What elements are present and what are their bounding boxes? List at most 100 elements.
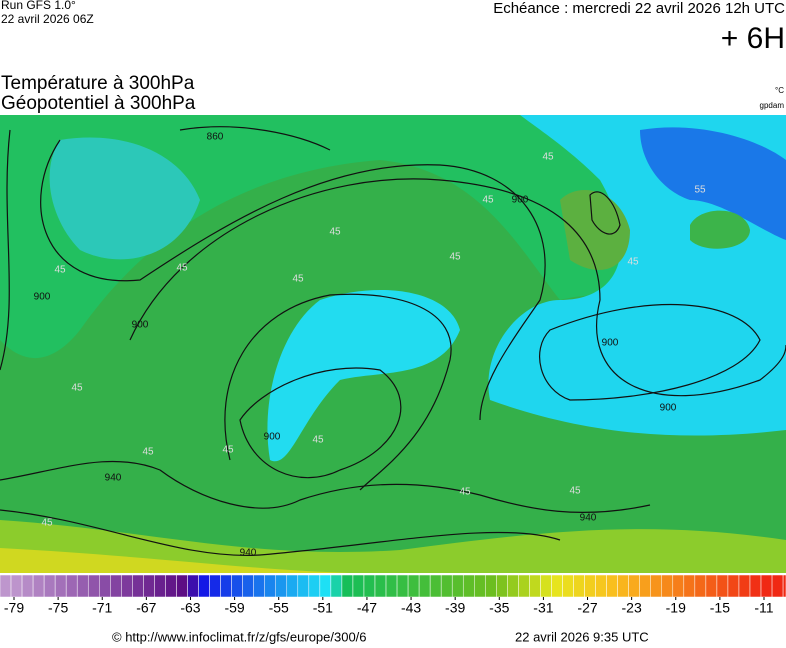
unit-temperature: °C: [775, 86, 784, 95]
colorbar-swatch: [462, 574, 475, 598]
colorbar-swatch: [407, 574, 420, 598]
colorbar-swatch: [286, 574, 299, 598]
colorbar-tick-label: -47: [357, 600, 377, 616]
isotherm-label: 45: [627, 257, 639, 268]
colorbar-swatch: [551, 574, 563, 598]
cold-core: [640, 127, 786, 240]
isotherm-label: 45: [176, 263, 188, 274]
isotherm-label: 45: [222, 445, 234, 456]
colorbar-swatch: [297, 574, 310, 598]
colorbar-tick-label: -51: [313, 600, 333, 616]
colorbar-swatch: [440, 574, 453, 598]
warm-field: [0, 548, 350, 573]
colorbar-swatch: [363, 574, 376, 598]
footer-date: 22 avril 2026 9:35 UTC: [515, 629, 649, 644]
warm-field: [0, 520, 786, 573]
title-geopotential: Géopotentiel à 300hPa: [1, 93, 196, 114]
map: 860 900 900 900 900 900 900 940 940 940 45 45 45 45 4…: [0, 115, 786, 573]
colorbar-swatch: [319, 574, 332, 598]
colorbar-swatch: [54, 574, 67, 598]
colorbar-swatch: [672, 574, 685, 598]
colorbar-swatch: [385, 574, 398, 598]
colorbar-swatch: [43, 574, 56, 598]
colorbar-swatch: [99, 574, 111, 598]
colorbar-swatch: [507, 574, 519, 598]
isotherm-label: 45: [459, 487, 471, 498]
isotherm-label: 55: [694, 185, 706, 196]
geopotential-contours: [0, 126, 786, 557]
isotherm-label: 45: [482, 195, 494, 206]
colorbar-swatch: [143, 574, 155, 598]
run-date: 22 avril 2026 06Z: [1, 12, 94, 26]
colorbar-swatch: [683, 574, 696, 598]
colorbar-swatch: [518, 574, 530, 598]
colorbar-swatch: [429, 574, 442, 598]
colorbar-swatch: [738, 574, 751, 598]
contour-label: 860: [207, 132, 224, 143]
field: [0, 115, 786, 359]
colorbar-swatch: [595, 574, 607, 598]
colorbar-tick-label: -59: [224, 600, 244, 616]
run-label: Run GFS 1.0°: [1, 0, 76, 12]
isotherm-label: 45: [449, 252, 461, 263]
colorbar-tick-label: -75: [48, 600, 68, 616]
colorbar-swatch: [154, 574, 166, 598]
colorbar-swatch: [76, 574, 89, 598]
colorbar-swatch: [727, 574, 740, 598]
colorbar-swatch: [540, 574, 552, 598]
contour-label: 940: [105, 473, 122, 484]
isotherm-label: 45: [542, 152, 554, 163]
colorbar-tick-label: -19: [666, 600, 686, 616]
colorbar-swatch: [617, 574, 629, 598]
colorbar-swatch: [32, 574, 45, 598]
contour-label: 900: [132, 320, 149, 331]
colorbar-swatch: [760, 574, 773, 598]
isotherm-label: 45: [54, 265, 66, 276]
contour-label: 940: [580, 513, 597, 524]
colorbar-swatch: [121, 574, 133, 598]
colorbar-tick-label: -71: [92, 600, 112, 616]
colorbar-swatch: [198, 574, 210, 598]
cold-field: [267, 290, 460, 462]
colorbar-swatch: [231, 574, 243, 598]
colorbar-swatch: [418, 574, 431, 598]
colorbar-swatch: [606, 574, 618, 598]
colorbar-swatch: [749, 574, 762, 598]
colorbar-swatch: [176, 574, 188, 598]
colorbar-swatch: [10, 574, 23, 598]
colorbar-swatch: [65, 574, 78, 598]
colorbar-swatch: [584, 574, 596, 598]
isotherm-label: 45: [292, 274, 304, 285]
colorbar-swatch: [110, 574, 122, 598]
colorbar-tick-label: -31: [533, 600, 553, 616]
colorbar-swatch: [529, 574, 541, 598]
colorbar-tick-label: -23: [622, 600, 642, 616]
colorbar-swatch: [165, 574, 177, 598]
colorbar-swatch: [275, 574, 288, 598]
colorbar-swatch: [341, 574, 354, 598]
echeance: Echéance : mercredi 22 avril 2026 12h UT…: [493, 0, 785, 17]
isotherm-label: 45: [71, 383, 83, 394]
colorbar-swatch: [573, 574, 585, 598]
isotherm-label: 45: [142, 447, 154, 458]
colorbar-swatch: [694, 574, 707, 598]
colorbar-swatch: [187, 574, 199, 598]
colorbar-swatch: [705, 574, 718, 598]
colorbar-tick-label: -43: [401, 600, 421, 616]
colorbar-swatch: [628, 574, 640, 598]
colorbar-tick-label: -39: [445, 600, 465, 616]
colorbar-tick-label: -63: [180, 600, 200, 616]
colorbar-swatch: [220, 574, 232, 598]
colorbar-tick-label: -55: [269, 600, 289, 616]
contour-label: 900: [264, 432, 281, 443]
colorbar-swatch: [771, 574, 784, 598]
colorbar-swatch: [650, 574, 663, 598]
colorbar-swatch: [661, 574, 674, 598]
colorbar-swatch: [496, 574, 508, 598]
colorbar-swatch: [396, 574, 409, 598]
colorbar-swatch: [716, 574, 729, 598]
contour-label: 900: [602, 338, 619, 349]
colorbar-tick-label: -35: [489, 600, 509, 616]
